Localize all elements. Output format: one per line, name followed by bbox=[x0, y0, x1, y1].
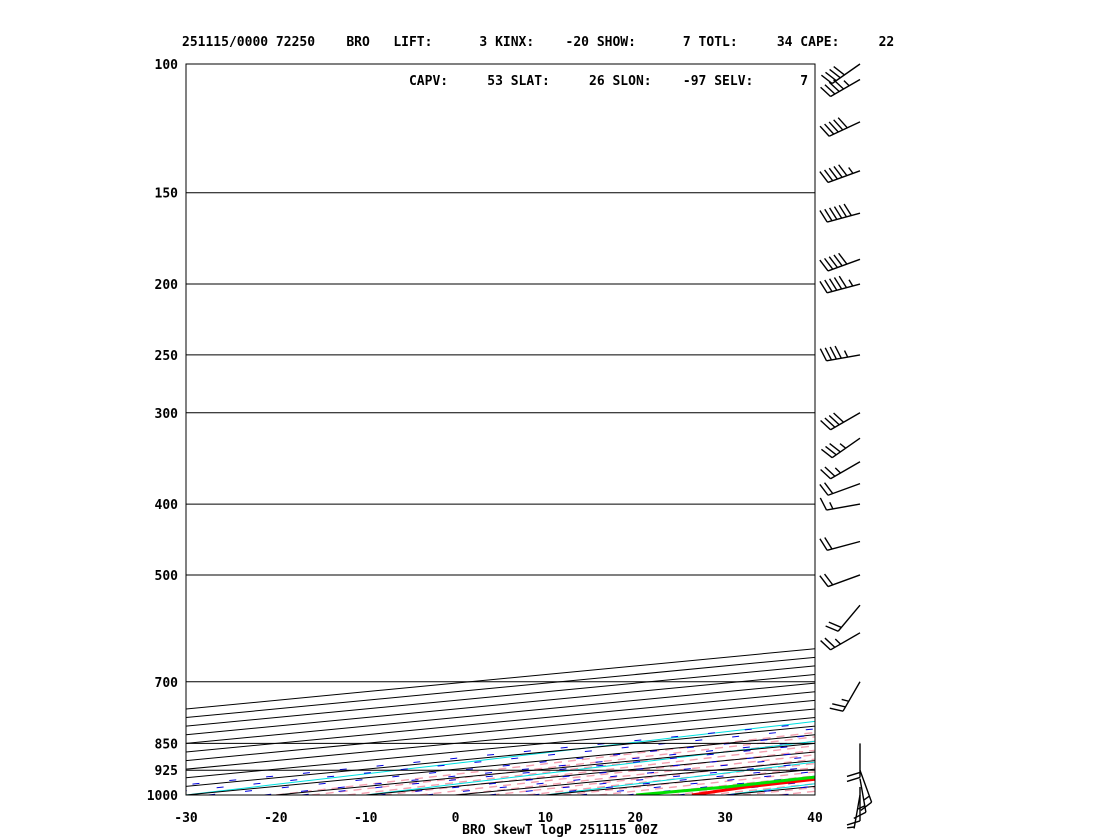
wind-barb bbox=[819, 252, 861, 272]
wind-barb bbox=[859, 770, 873, 811]
wind-barb bbox=[820, 461, 861, 480]
wind-barb bbox=[820, 412, 861, 431]
dry-adiabat-line bbox=[186, 720, 815, 795]
moist-adiabat-line bbox=[527, 762, 815, 795]
isobars bbox=[186, 63, 815, 796]
temperature-profile bbox=[691, 777, 815, 795]
moist-adiabat-line bbox=[275, 731, 815, 795]
moist-adiabat-line bbox=[814, 794, 815, 795]
wind-barb bbox=[820, 632, 861, 651]
wind-barb bbox=[819, 117, 861, 137]
pressure-tick-label: 300 bbox=[155, 407, 179, 422]
isotherm-line bbox=[365, 751, 815, 795]
moist-adiabat-line bbox=[455, 754, 815, 795]
wind-barb bbox=[819, 203, 861, 223]
dry-adiabat-line bbox=[905, 64, 1120, 795]
wind-barb bbox=[825, 604, 861, 632]
moist-adiabat-line bbox=[347, 740, 815, 795]
wind-barb bbox=[846, 743, 861, 783]
moist-adiabat-line bbox=[383, 745, 815, 795]
temperature-tick-label: -10 bbox=[354, 811, 378, 826]
isotherm-line bbox=[186, 665, 815, 727]
wind-barb bbox=[820, 437, 861, 459]
pressure-tick-label: 925 bbox=[155, 764, 178, 779]
mixing-ratio-line bbox=[208, 734, 815, 795]
isotherm-line bbox=[186, 734, 815, 795]
mixing-ratio-line bbox=[301, 743, 815, 795]
pressure-tick-label: 500 bbox=[155, 569, 179, 584]
sounding-series bbox=[636, 775, 815, 795]
wind-barb bbox=[820, 78, 861, 98]
wind-barb bbox=[819, 537, 861, 551]
mixing-ratio-line bbox=[186, 728, 815, 792]
mixing-ratio-line bbox=[186, 722, 815, 786]
wind-barb bbox=[819, 573, 861, 588]
temperature-tick-label: -20 bbox=[264, 811, 288, 826]
isotherm-line bbox=[186, 648, 815, 710]
isotherms bbox=[186, 648, 815, 795]
pressure-tick-label: 400 bbox=[155, 498, 179, 513]
mixing-ratio-line bbox=[727, 785, 815, 795]
temperature-tick-label: 20 bbox=[627, 811, 643, 826]
mixing-ratio-line bbox=[488, 762, 815, 795]
pressure-tick-label: 700 bbox=[155, 676, 179, 691]
isotherm-line bbox=[725, 785, 815, 795]
moist-adiabat-line bbox=[743, 786, 815, 795]
mixing-ratio-line bbox=[264, 740, 815, 795]
temperature-tick-label: 0 bbox=[452, 811, 460, 826]
pressure-tick-label: 850 bbox=[155, 737, 179, 752]
wind-barb bbox=[820, 63, 861, 85]
wind-barb bbox=[819, 164, 861, 184]
moist-adiabat-line bbox=[311, 736, 815, 795]
temperature-tick-labels: -30 -20 -10 0 10 20 30 40 bbox=[174, 811, 823, 826]
isotherm-line bbox=[186, 656, 815, 719]
header-line-2: CAPV: 53 SLAT: 26 SLON: -97 SELV: 7 bbox=[182, 74, 809, 89]
dewpoint-profile bbox=[636, 775, 815, 795]
header-readout: 251115/0000 72250 BRO LIFT: 3 KINX: -20 … bbox=[182, 10, 894, 101]
mixing-ratio-line bbox=[580, 771, 815, 795]
dry-adiabat-line bbox=[1085, 64, 1120, 795]
moist-adiabat-line bbox=[671, 779, 815, 795]
pressure-tick-label: 150 bbox=[155, 187, 179, 202]
isotherm-line bbox=[814, 794, 815, 795]
pressure-tick-label: 200 bbox=[155, 278, 179, 293]
pressure-tick-labels: 100 150 200 250 300 400 500 700 850 925 1000 bbox=[147, 58, 178, 804]
mixing-ratio-lines bbox=[186, 722, 815, 795]
mixing-ratio-line bbox=[426, 755, 815, 795]
plot-frame bbox=[185, 63, 816, 796]
temperature-tick-label: -30 bbox=[174, 811, 198, 826]
wind-barb bbox=[819, 482, 861, 496]
moist-adiabat-line bbox=[635, 775, 815, 795]
wind-barb bbox=[829, 681, 861, 712]
wind-barbs bbox=[819, 63, 873, 829]
temperature-tick-label: 40 bbox=[807, 811, 823, 826]
pressure-tick-label: 1000 bbox=[147, 789, 178, 804]
wind-barb bbox=[819, 497, 861, 511]
isotherm-line bbox=[635, 777, 815, 795]
pressure-tick-label: 250 bbox=[155, 349, 179, 364]
dry-adiabats bbox=[186, 64, 1120, 795]
moist-adiabat-line bbox=[563, 767, 815, 795]
wind-barb bbox=[819, 275, 861, 294]
mixing-ratio-line bbox=[677, 780, 815, 795]
wind-barb bbox=[819, 345, 861, 362]
mixing-ratio-line bbox=[378, 751, 815, 795]
moist-adiabats bbox=[275, 731, 815, 795]
chart-title: BRO SkewT logP 251115 00Z bbox=[462, 823, 658, 838]
mixing-ratio-line bbox=[532, 766, 815, 795]
pressure-tick-label: 100 bbox=[155, 58, 179, 73]
dry-adiabat-line bbox=[725, 783, 815, 795]
temperature-tick-label: 10 bbox=[538, 811, 554, 826]
header-line-1: 251115/0000 72250 BRO LIFT: 3 KINX: -20 … bbox=[182, 35, 895, 50]
dry-adiabat-line bbox=[365, 740, 815, 795]
temperature-tick-label: 30 bbox=[717, 811, 733, 826]
